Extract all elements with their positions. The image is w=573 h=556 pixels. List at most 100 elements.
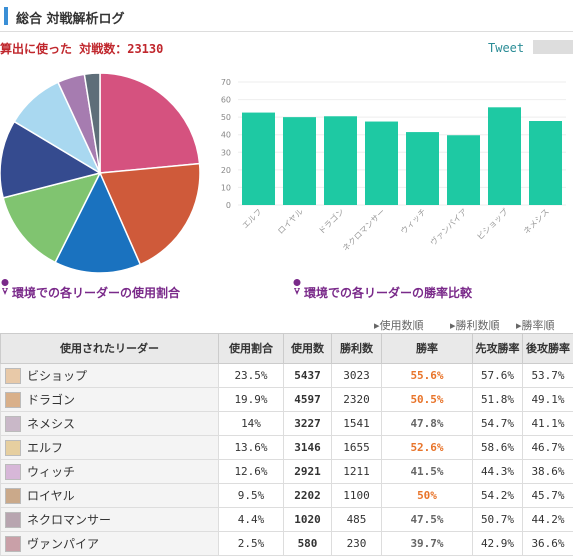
leader-icon (5, 488, 21, 504)
table-cell: 57.6% (473, 364, 523, 388)
sort-link[interactable]: ▸勝率順 (516, 317, 555, 333)
table-cell: 3146 (284, 436, 332, 460)
y-tick-label: 70 (221, 78, 231, 87)
y-tick-label: 10 (221, 183, 231, 192)
table-cell: 580 (284, 532, 332, 556)
header-row: 使用されたリーダー使用割合使用数勝利数勝率先攻勝率後攻勝率 (1, 334, 573, 364)
leader-icon (5, 416, 21, 432)
table-cell: 1020 (284, 508, 332, 532)
table-cell: 44.2% (523, 508, 573, 532)
column-header: 使用数 (284, 334, 332, 364)
table-cell: 14% (219, 412, 284, 436)
leader-icon (5, 512, 21, 528)
x-tick-label: エルフ (241, 207, 264, 230)
table-cell: 41.5% (382, 460, 473, 484)
table-cell: 50% (382, 484, 473, 508)
table-cell: 54.2% (473, 484, 523, 508)
table-cell: 23.5% (219, 364, 284, 388)
leader-name: ロイヤル (27, 489, 75, 503)
table-cell: 4597 (284, 388, 332, 412)
leader-name: ネクロマンサー (27, 513, 111, 527)
bar (283, 117, 316, 205)
leader-cell: ドラゴン (1, 388, 219, 412)
table-cell: 3227 (284, 412, 332, 436)
bar (529, 121, 562, 205)
table-cell: 54.7% (473, 412, 523, 436)
table-cell: 49.1% (523, 388, 573, 412)
column-header: 勝利数 (332, 334, 382, 364)
leader-name: ヴァンパイア (27, 537, 99, 551)
table-cell: 50.5% (382, 388, 473, 412)
x-tick-label: ロイヤル (276, 207, 305, 236)
table-cell: 51.8% (473, 388, 523, 412)
x-tick-label: ネメシス (522, 207, 551, 236)
table-cell: 13.6% (219, 436, 284, 460)
y-tick-label: 40 (221, 131, 231, 140)
leader-cell: ロイヤル (1, 484, 219, 508)
table-cell: 3023 (332, 364, 382, 388)
table-cell: 46.7% (523, 436, 573, 460)
pie-slice (100, 73, 200, 173)
table-cell: 1211 (332, 460, 382, 484)
table-cell: 50.7% (473, 508, 523, 532)
table-cell: 52.6% (382, 436, 473, 460)
leader-cell: ネクロマンサー (1, 508, 219, 532)
y-tick-label: 20 (221, 166, 231, 175)
sort-link[interactable]: ▸勝利数順 (450, 317, 500, 333)
x-tick-label: ドラゴン (316, 206, 346, 236)
leader-name: ビショップ (27, 369, 87, 383)
leader-name: ネメシス (27, 417, 75, 431)
table-cell: 12.6% (219, 460, 284, 484)
leader-name: ドラゴン (27, 393, 75, 407)
x-tick-label: ネクロマンサー (341, 207, 387, 253)
leader-icon (5, 392, 21, 408)
leader-icon (5, 440, 21, 456)
leader-cell: ウィッチ (1, 460, 219, 484)
table-cell: 2921 (284, 460, 332, 484)
bar (365, 122, 398, 205)
table-cell: 19.9% (219, 388, 284, 412)
column-header: 先攻勝率 (473, 334, 523, 364)
column-header: 後攻勝率 (523, 334, 573, 364)
x-tick-label: ヴァンパイア (428, 206, 469, 247)
table-cell: 1100 (332, 484, 382, 508)
column-header: 勝率 (382, 334, 473, 364)
y-tick-label: 60 (221, 96, 231, 105)
table-cell: 47.8% (382, 412, 473, 436)
table-cell: 39.7% (382, 532, 473, 556)
leader-name: ウィッチ (27, 465, 75, 479)
leader-icon (5, 536, 21, 552)
charts: 環境での各リーダーの使用割合010203040506070エルフロイヤルドラゴン… (0, 0, 573, 333)
table-cell: 42.9% (473, 532, 523, 556)
table-cell: 55.6% (382, 364, 473, 388)
table-cell: 5437 (284, 364, 332, 388)
table-cell: 53.7% (523, 364, 573, 388)
x-tick-label: ビショップ (475, 207, 510, 242)
sort-label[interactable]: 使用数順 (380, 319, 424, 332)
y-tick-label: 0 (226, 201, 231, 210)
table-cell: 230 (332, 532, 382, 556)
leader-cell: ヴァンパイア (1, 532, 219, 556)
table-cell: 2320 (332, 388, 382, 412)
sort-link[interactable]: ▸使用数順 (374, 317, 424, 333)
table-cell: 45.7% (523, 484, 573, 508)
chart-title: 環境での各リーダーの勝率比較 (304, 285, 473, 300)
leader-cell: ビショップ (1, 364, 219, 388)
bar (242, 113, 275, 205)
bar (447, 135, 480, 205)
table-cell: 1655 (332, 436, 382, 460)
table-cell: 2.5% (219, 532, 284, 556)
sort-label[interactable]: 勝率順 (522, 319, 555, 332)
sort-label[interactable]: 勝利数順 (456, 319, 500, 332)
bar (406, 132, 439, 205)
table-cell: 38.6% (523, 460, 573, 484)
table-cell: 58.6% (473, 436, 523, 460)
